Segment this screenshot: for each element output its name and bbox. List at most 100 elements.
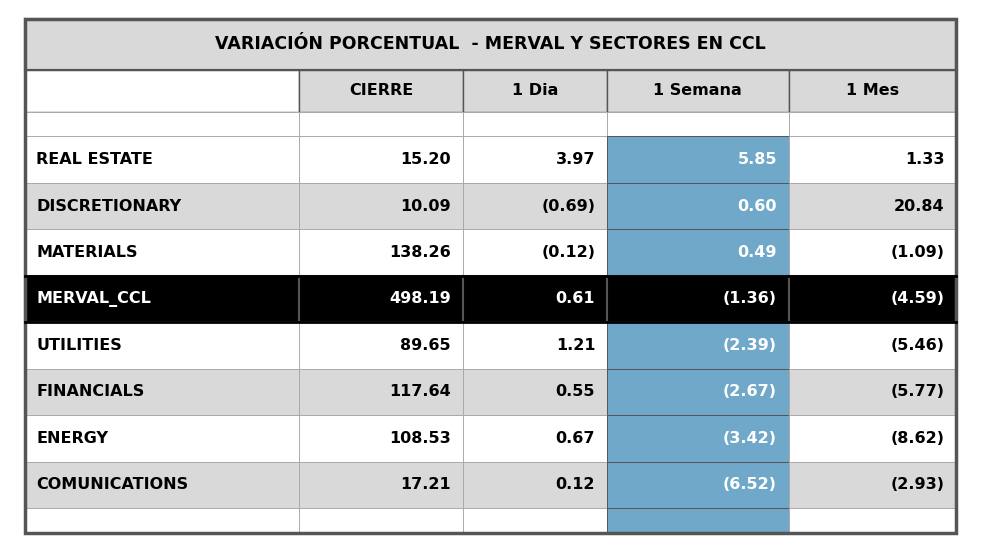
Bar (463, 229, 607, 276)
Text: (1.36): (1.36) (723, 291, 777, 306)
Bar (607, 322, 789, 369)
Text: (4.59): (4.59) (891, 291, 945, 306)
Text: 17.21: 17.21 (400, 477, 451, 492)
Bar (25, 70, 299, 112)
Bar (299, 369, 463, 415)
Text: 0.12: 0.12 (555, 477, 595, 492)
Text: (3.42): (3.42) (723, 431, 777, 446)
Text: (1.09): (1.09) (891, 245, 945, 260)
Text: 0.67: 0.67 (555, 431, 595, 446)
Bar (299, 183, 463, 229)
Bar (789, 369, 956, 415)
Bar (789, 112, 956, 136)
Text: 1 Mes: 1 Mes (846, 83, 900, 98)
Text: 3.97: 3.97 (555, 152, 595, 167)
Bar (25, 369, 299, 415)
Bar (25, 183, 299, 229)
Text: MATERIALS: MATERIALS (36, 245, 137, 260)
Text: 5.85: 5.85 (738, 152, 777, 167)
Text: 1.21: 1.21 (555, 338, 595, 353)
Bar (607, 136, 789, 183)
Bar (789, 183, 956, 229)
Text: (0.69): (0.69) (542, 199, 595, 214)
Bar (25, 415, 299, 461)
Bar (25, 19, 956, 70)
Text: (6.52): (6.52) (723, 477, 777, 492)
Bar (789, 70, 956, 112)
Bar (607, 183, 789, 229)
Bar (299, 112, 463, 136)
Text: UTILITIES: UTILITIES (36, 338, 122, 353)
Text: MERVAL_CCL: MERVAL_CCL (36, 291, 151, 307)
Text: VARIACIÓN PORCENTUAL  - MERVAL Y SECTORES EN CCL: VARIACIÓN PORCENTUAL - MERVAL Y SECTORES… (215, 35, 766, 54)
Bar (25, 508, 299, 533)
Bar (463, 136, 607, 183)
Text: CIERRE: CIERRE (349, 83, 413, 98)
Bar (463, 508, 607, 533)
Text: 15.20: 15.20 (400, 152, 451, 167)
Bar (607, 415, 789, 461)
Text: 0.49: 0.49 (738, 245, 777, 260)
Text: 117.64: 117.64 (389, 384, 451, 400)
Bar (463, 183, 607, 229)
Bar (299, 276, 463, 322)
Bar (789, 461, 956, 508)
Bar (607, 229, 789, 276)
Text: DISCRETIONARY: DISCRETIONARY (36, 199, 181, 214)
Text: 89.65: 89.65 (400, 338, 451, 353)
Bar (463, 322, 607, 369)
Bar (299, 70, 463, 112)
Text: (2.93): (2.93) (891, 477, 945, 492)
Bar (789, 415, 956, 461)
Bar (25, 276, 299, 322)
Text: 0.55: 0.55 (555, 384, 595, 400)
Bar (607, 508, 789, 533)
Text: 108.53: 108.53 (389, 431, 451, 446)
Text: 20.84: 20.84 (894, 199, 945, 214)
Bar (299, 229, 463, 276)
Bar (25, 322, 299, 369)
Bar (789, 508, 956, 533)
Bar (463, 70, 607, 112)
Bar (299, 508, 463, 533)
Bar (789, 276, 956, 322)
Bar (299, 322, 463, 369)
Bar (25, 112, 299, 136)
Text: (2.39): (2.39) (723, 338, 777, 353)
Text: COMUNICATIONS: COMUNICATIONS (36, 477, 188, 492)
Text: 1 Semana: 1 Semana (653, 83, 743, 98)
Text: 1.33: 1.33 (905, 152, 945, 167)
Bar (463, 461, 607, 508)
Text: REAL ESTATE: REAL ESTATE (36, 152, 153, 167)
Bar (25, 136, 299, 183)
Bar (463, 415, 607, 461)
Text: 10.09: 10.09 (400, 199, 451, 214)
Bar (607, 461, 789, 508)
Text: (0.12): (0.12) (542, 245, 595, 260)
Bar (607, 276, 789, 322)
Bar (607, 369, 789, 415)
Bar (789, 136, 956, 183)
Text: 1 Dia: 1 Dia (511, 83, 558, 98)
Bar (607, 112, 789, 136)
Text: 0.61: 0.61 (555, 291, 595, 306)
Bar (463, 369, 607, 415)
Bar (463, 112, 607, 136)
Bar (25, 461, 299, 508)
Text: 0.60: 0.60 (738, 199, 777, 214)
Bar (299, 461, 463, 508)
Bar (25, 229, 299, 276)
Text: (5.46): (5.46) (891, 338, 945, 353)
Text: FINANCIALS: FINANCIALS (36, 384, 144, 400)
Text: ENERGY: ENERGY (36, 431, 108, 446)
Text: (5.77): (5.77) (891, 384, 945, 400)
Bar (607, 70, 789, 112)
Bar (299, 136, 463, 183)
Bar (789, 229, 956, 276)
Bar (463, 276, 607, 322)
Text: (8.62): (8.62) (891, 431, 945, 446)
Text: (2.67): (2.67) (723, 384, 777, 400)
Bar (299, 415, 463, 461)
Text: 138.26: 138.26 (389, 245, 451, 260)
Text: 498.19: 498.19 (389, 291, 451, 306)
